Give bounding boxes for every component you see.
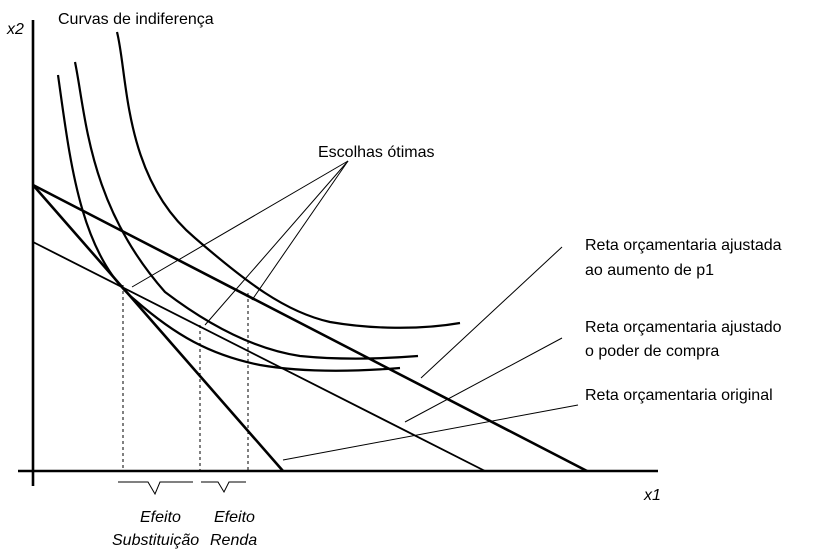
income-effect-label-line2: Renda: [210, 532, 257, 549]
budget-adjusted-power-label-line1: Reta orçamentaria ajustado: [585, 319, 782, 336]
budget-adjusted-p1-leader: [420, 246, 563, 379]
income-effect-label-line1: Efeito: [214, 509, 255, 526]
substitution-effect-label-line2: Substituição: [112, 532, 199, 549]
budget-original-label: Reta orçamentaria original: [585, 387, 773, 404]
y-axis-label: x2: [6, 21, 24, 38]
optimal-leader-2: [204, 160, 349, 326]
x-axis-label: x1: [643, 487, 661, 504]
budget-line-adjusted-power: [32, 241, 486, 472]
budget-adjusted-p1-label-line2: ao aumento de p1: [585, 262, 714, 279]
optimal-leader-3: [251, 160, 349, 301]
budget-adjusted-power-leader: [404, 337, 563, 423]
optimal-choices-label: Escolhas ótimas: [318, 144, 435, 161]
indifference-curve-high: [115, 31, 461, 329]
indifference-curve-low: [56, 74, 401, 372]
income-effect-brace: [201, 481, 246, 494]
budget-line-adjusted-p1: [32, 183, 588, 473]
substitution-effect-brace: [118, 481, 193, 496]
diagram-title: Curvas de indiferença: [58, 11, 214, 28]
optimal-leader-1: [131, 160, 349, 288]
budget-original-leader: [282, 404, 579, 461]
budget-line-original: [32, 184, 284, 472]
substitution-effect-label-line1: Efeito: [140, 509, 181, 526]
budget-adjusted-power-label-line2: o poder de compra: [585, 343, 719, 360]
indifference-curve-middle: [73, 61, 419, 360]
budget-adjusted-p1-label-line1: Reta orçamentaria ajustada: [585, 237, 782, 254]
